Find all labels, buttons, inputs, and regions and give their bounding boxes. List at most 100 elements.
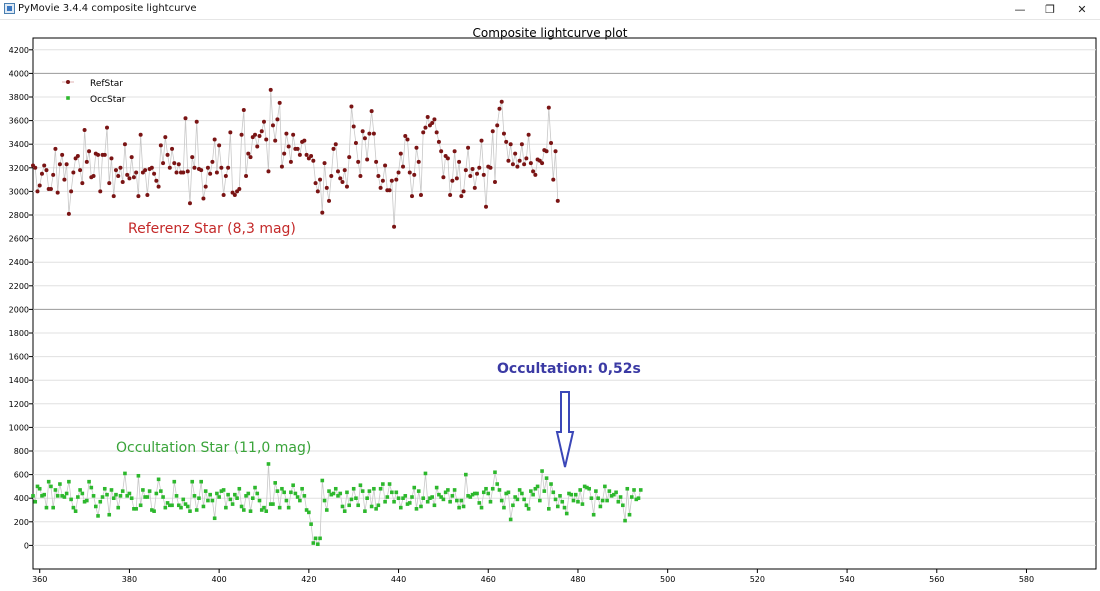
data-point-OccStar xyxy=(405,502,410,506)
data-point-RefStar xyxy=(42,163,47,168)
data-point-RefStar xyxy=(39,171,44,176)
data-point-RefStar xyxy=(344,184,349,189)
restore-button[interactable]: ❐ xyxy=(1036,0,1064,19)
data-point-RefStar xyxy=(468,174,473,179)
data-point-OccStar xyxy=(46,479,51,484)
data-point-OccStar xyxy=(407,501,412,505)
data-point-RefStar xyxy=(398,151,403,156)
data-point-RefStar xyxy=(98,189,103,194)
minimize-button[interactable]: — xyxy=(1006,0,1034,19)
data-point-OccStar xyxy=(486,491,491,496)
data-point-OccStar xyxy=(607,489,612,493)
data-point-RefStar xyxy=(194,119,199,124)
data-point-OccStar xyxy=(76,495,80,499)
data-point-OccStar xyxy=(423,471,428,476)
data-point-RefStar xyxy=(75,154,80,158)
data-point-OccStar xyxy=(58,482,62,486)
data-point-RefStar xyxy=(365,157,370,162)
data-point-RefStar xyxy=(239,132,244,137)
data-point-OccStar xyxy=(203,489,208,493)
data-point-OccStar xyxy=(623,518,627,523)
occultation-star-annotation: Occultation Star (11,0 mag) xyxy=(116,440,312,456)
data-point-OccStar xyxy=(304,508,309,512)
data-point-RefStar xyxy=(501,131,506,136)
y-tick-label: 1800 xyxy=(9,329,29,338)
data-point-OccStar xyxy=(87,479,91,484)
data-point-RefStar xyxy=(217,143,222,148)
data-point-OccStar xyxy=(383,499,387,504)
data-point-OccStar xyxy=(89,485,94,490)
data-point-OccStar xyxy=(481,490,486,495)
data-point-OccStar xyxy=(176,503,181,508)
data-point-OccStar xyxy=(107,512,112,517)
x-tick-label: 540 xyxy=(839,575,854,584)
data-point-OccStar xyxy=(127,491,132,496)
data-point-RefStar xyxy=(439,149,444,154)
data-point-OccStar xyxy=(62,495,67,499)
data-point-OccStar xyxy=(329,492,334,497)
data-point-OccStar xyxy=(271,502,275,506)
data-point-OccStar xyxy=(477,501,482,505)
data-point-RefStar xyxy=(331,146,336,151)
data-point-RefStar xyxy=(519,142,524,147)
data-point-RefStar xyxy=(315,189,320,194)
data-point-OccStar xyxy=(327,489,331,493)
data-point-OccStar xyxy=(603,484,607,489)
data-point-OccStar xyxy=(109,488,114,492)
data-point-RefStar xyxy=(540,161,545,166)
data-point-OccStar xyxy=(313,536,318,541)
data-point-OccStar xyxy=(381,482,385,486)
data-point-OccStar xyxy=(358,483,363,488)
data-point-OccStar xyxy=(425,499,430,504)
data-point-OccStar xyxy=(143,495,147,499)
data-point-RefStar xyxy=(311,158,316,163)
data-point-OccStar xyxy=(542,489,547,493)
data-point-RefStar xyxy=(69,189,74,194)
data-point-RefStar xyxy=(226,165,231,170)
data-point-OccStar xyxy=(172,479,177,484)
data-point-RefStar xyxy=(389,178,394,183)
data-point-RefStar xyxy=(125,172,130,177)
data-point-RefStar xyxy=(461,189,466,194)
data-point-RefStar xyxy=(282,151,287,156)
data-point-OccStar xyxy=(246,491,251,496)
data-point-RefStar xyxy=(51,172,56,177)
data-point-RefStar xyxy=(430,120,435,125)
data-point-RefStar xyxy=(479,138,484,143)
data-point-RefStar xyxy=(228,130,233,135)
data-point-RefStar xyxy=(129,155,134,160)
data-point-RefStar xyxy=(279,164,284,169)
data-point-RefStar xyxy=(528,161,533,166)
data-point-OccStar xyxy=(185,504,190,509)
close-button[interactable]: ✕ xyxy=(1068,0,1096,19)
data-point-RefStar xyxy=(452,149,457,154)
data-point-RefStar xyxy=(143,168,148,173)
data-point-RefStar xyxy=(380,178,385,183)
data-point-RefStar xyxy=(423,125,428,130)
data-point-OccStar xyxy=(253,485,257,490)
data-point-RefStar xyxy=(504,139,509,144)
app-icon xyxy=(4,3,15,14)
data-point-RefStar xyxy=(71,170,76,175)
plot-title: Composite lightcurve plot xyxy=(472,26,628,40)
data-point-OccStar xyxy=(387,482,392,486)
x-tick-label: 380 xyxy=(122,575,137,584)
data-point-RefStar xyxy=(223,174,228,179)
data-point-RefStar xyxy=(244,174,249,179)
data-point-RefStar xyxy=(154,178,159,183)
data-point-OccStar xyxy=(493,470,497,475)
data-point-OccStar xyxy=(340,504,345,509)
data-point-OccStar xyxy=(569,492,574,497)
data-point-RefStar xyxy=(172,161,177,166)
data-point-OccStar xyxy=(264,509,269,513)
data-point-OccStar xyxy=(307,510,311,515)
data-point-RefStar xyxy=(492,179,497,184)
data-point-OccStar xyxy=(199,479,203,484)
data-point-OccStar xyxy=(410,495,414,499)
data-point-OccStar xyxy=(629,495,634,499)
data-point-RefStar xyxy=(432,117,437,122)
data-point-RefStar xyxy=(208,171,213,176)
data-point-RefStar xyxy=(418,192,423,197)
y-tick-label: 2000 xyxy=(9,305,29,314)
